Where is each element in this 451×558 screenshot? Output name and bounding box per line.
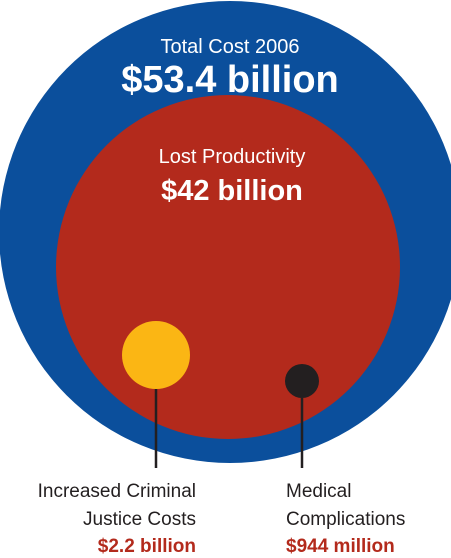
medical-label-line-1: Medical <box>286 481 351 502</box>
criminal-label-line-1: Increased Criminal <box>38 481 196 502</box>
medical-label-line-2: Complications <box>286 509 405 530</box>
criminal-value: $2.2 billion <box>98 536 196 557</box>
productivity-value: $42 billion <box>161 175 303 207</box>
bubble-criminal <box>122 321 190 389</box>
total-value: $53.4 billion <box>121 59 339 101</box>
productivity-label: Lost Productivity <box>159 146 306 168</box>
criminal-label-line-2: Justice Costs <box>83 509 196 530</box>
medical-value: $944 million <box>286 536 395 557</box>
total-label: Total Cost 2006 <box>161 36 300 58</box>
bubble-medical <box>285 364 319 398</box>
